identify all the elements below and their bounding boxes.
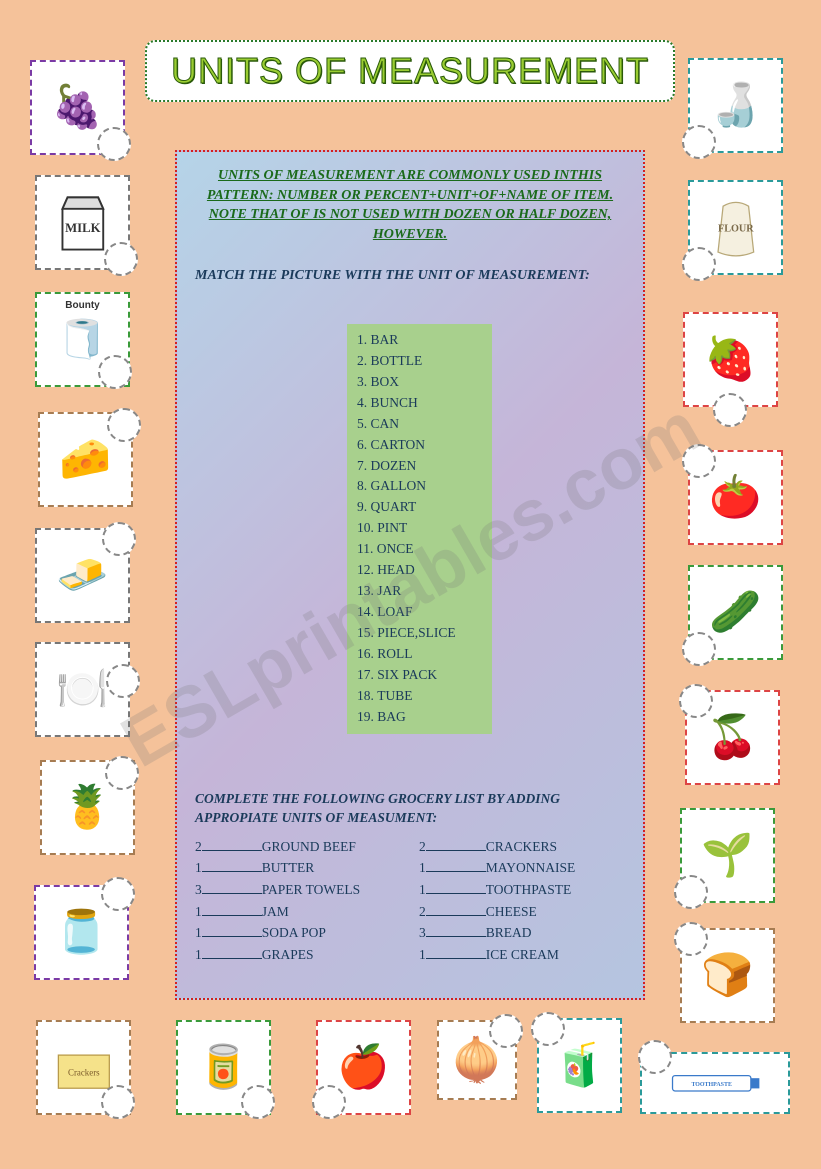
- pic-tray: 🍽️: [35, 642, 130, 737]
- grocery-item: 1MAYONNAISE: [419, 857, 625, 879]
- unit-item: BAR: [357, 330, 488, 351]
- cucumber-icon: 🥒: [709, 588, 761, 637]
- grocery-item: 2CRACKERS: [419, 836, 625, 858]
- grocery-item: 3BREAD: [419, 922, 625, 944]
- radish-icon: 🌱: [701, 831, 753, 880]
- strawberry-icon: 🍓: [704, 335, 756, 384]
- svg-text:Crackers: Crackers: [68, 1067, 100, 1077]
- unit-item: DOZEN: [357, 456, 488, 477]
- cherry-icon: 🍒: [706, 713, 758, 762]
- unit-item: PIECE,SLICE: [357, 623, 488, 644]
- tray-icon: 🍽️: [56, 665, 108, 714]
- pic-papertowels: 🧻Bounty: [35, 292, 130, 387]
- unit-item: BAG: [357, 707, 488, 728]
- pic-cheese: 🧀: [38, 412, 133, 507]
- cans-icon: 🥫: [197, 1043, 249, 1092]
- pic-jam: 🫙: [34, 885, 129, 980]
- unit-item: TUBE: [357, 686, 488, 707]
- unit-item: BOX: [357, 372, 488, 393]
- grapes-icon: 🍇: [51, 83, 103, 132]
- pic-grapes: 🍇: [30, 60, 125, 155]
- svg-text:MILK: MILK: [65, 220, 100, 234]
- flour-icon: FLOUR: [704, 196, 768, 260]
- grocery-item: 1JAM: [195, 901, 401, 923]
- pic-butter: 🧈: [35, 528, 130, 623]
- unit-item: CAN: [357, 414, 488, 435]
- pic-crackers: Crackers: [36, 1020, 131, 1115]
- grocery-item: 1TOOTHPASTE: [419, 879, 625, 901]
- apple-icon: 🍎: [337, 1043, 389, 1092]
- juice-icon: 🧃: [553, 1041, 605, 1090]
- unit-item: PINT: [357, 518, 488, 539]
- unit-item: ONCE: [357, 539, 488, 560]
- unit-item: BOTTLE: [357, 351, 488, 372]
- unit-item: LOAF: [357, 602, 488, 623]
- bottle-icon: 🍶: [709, 81, 761, 130]
- tomato-icon: 🍅: [709, 473, 761, 522]
- grocery-item: 1BUTTER: [195, 857, 401, 879]
- page-title: UNITS OF MEASUREMENT: [171, 50, 649, 92]
- jam-icon: 🫙: [55, 908, 107, 957]
- unit-item: SIX PACK: [357, 665, 488, 686]
- unit-item: ROLL: [357, 644, 488, 665]
- grocery-item: 1ICE CREAM: [419, 944, 625, 966]
- svg-text:TOOTHPASTE: TOOTHPASTE: [691, 1082, 732, 1088]
- milk-carton-icon: MILK: [51, 191, 115, 255]
- cheese-icon: 🧀: [59, 435, 111, 484]
- unit-item: CARTON: [357, 435, 488, 456]
- pic-flour: FLOUR: [688, 180, 783, 275]
- pic-cucumber: 🥒: [688, 565, 783, 660]
- toothpaste-icon: TOOTHPASTE: [664, 1063, 766, 1104]
- grocery-item: 3PAPER TOWELS: [195, 879, 401, 901]
- match-instruction: MATCH THE PICTURE WITH THE UNIT OF MEASU…: [195, 266, 625, 286]
- grocery-section: COMPLETE THE FOLLOWING GROCERY LIST BY A…: [195, 790, 625, 965]
- butter-icon: 🧈: [56, 551, 108, 600]
- svg-text:FLOUR: FLOUR: [718, 223, 754, 234]
- grocery-instruction: COMPLETE THE FOLLOWING GROCERY LIST BY A…: [195, 790, 625, 828]
- pic-cherry: 🍒: [685, 690, 780, 785]
- unit-item: GALLON: [357, 476, 488, 497]
- pineapple-icon: 🍍: [61, 783, 113, 832]
- pic-onion: 🧅: [437, 1020, 517, 1100]
- pic-cans: 🥫: [176, 1020, 271, 1115]
- pic-apple: 🍎: [316, 1020, 411, 1115]
- unit-item: BUNCH: [357, 393, 488, 414]
- pic-strawberry: 🍓: [683, 312, 778, 407]
- pic-milk: MILK: [35, 175, 130, 270]
- pic-radish: 🌱: [680, 808, 775, 903]
- grocery-item: 2GROUND BEEF: [195, 836, 401, 858]
- pic-tomato: 🍅: [688, 450, 783, 545]
- center-panel: UNITS OF MEASUREMENT ARE COMMONLY USED I…: [175, 150, 645, 1000]
- unit-item: HEAD: [357, 560, 488, 581]
- units-list-box: BARBOTTLEBOXBUNCHCANCARTONDOZENGALLONQUA…: [347, 324, 492, 734]
- unit-item: QUART: [357, 497, 488, 518]
- pic-bread: 🍞: [680, 928, 775, 1023]
- pic-bottle: 🍶: [688, 58, 783, 153]
- bread-icon: 🍞: [701, 951, 753, 1000]
- pic-juice: 🧃: [537, 1018, 622, 1113]
- grocery-item: 1GRAPES: [195, 944, 401, 966]
- intro-text: UNITS OF MEASUREMENT ARE COMMONLY USED I…: [195, 166, 625, 244]
- towels-icon: 🧻: [59, 318, 106, 362]
- unit-item: JAR: [357, 581, 488, 602]
- title-banner: UNITS OF MEASUREMENT: [145, 40, 675, 102]
- pic-toothpaste: TOOTHPASTE: [640, 1052, 790, 1114]
- grocery-item: 2CHEESE: [419, 901, 625, 923]
- grocery-item: 1SODA POP: [195, 922, 401, 944]
- pic-pineapple: 🍍: [40, 760, 135, 855]
